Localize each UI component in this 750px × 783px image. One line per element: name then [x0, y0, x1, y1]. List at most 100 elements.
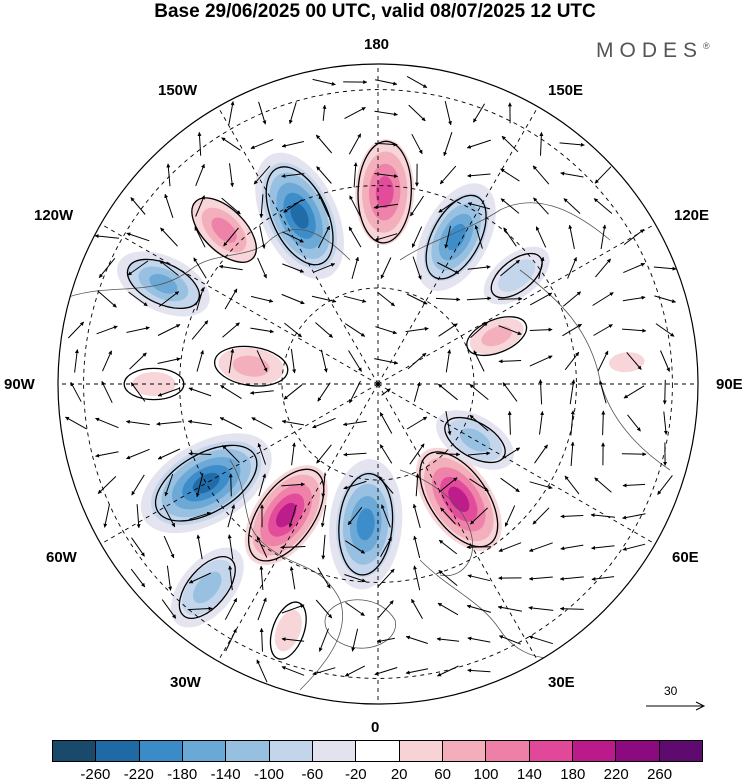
- wind-arrow: [345, 601, 365, 617]
- wind-arrow: [349, 195, 361, 217]
- wind-arrow: [126, 448, 150, 460]
- wind-arrow: [281, 637, 305, 642]
- wind-arrow: [380, 257, 392, 279]
- wind-arrow: [195, 472, 204, 498]
- wind-arrow: [250, 327, 274, 334]
- wind-arrow: [353, 162, 358, 188]
- wind-arrow: [65, 416, 87, 430]
- contour-line: [490, 252, 543, 299]
- wind-arrow: [466, 604, 492, 613]
- colorbar-label: 260: [647, 766, 673, 783]
- wind-arrow: [320, 505, 327, 528]
- wind-arrow: [562, 291, 582, 307]
- wind-arrow: [411, 226, 423, 248]
- wind-arrow: [125, 419, 150, 426]
- wind-arrow: [437, 602, 459, 616]
- wind-arrow: [195, 195, 205, 217]
- wind-arrow: [500, 259, 520, 277]
- wind-arrow: [250, 139, 274, 150]
- colorbar-label: -20: [344, 766, 367, 783]
- wind-arrow: [406, 416, 428, 430]
- wind-arrow: [344, 323, 366, 337]
- wind-arrow: [498, 635, 521, 645]
- anomaly-cell: [182, 188, 266, 272]
- wind-arrow: [499, 447, 521, 461]
- wind-arrow: [467, 636, 491, 643]
- lon-label-60e: 60E: [672, 549, 699, 566]
- wind-arrow: [466, 296, 492, 301]
- colorbar-swatch: [226, 741, 270, 761]
- contour-line: [419, 451, 499, 548]
- wind-arrow: [436, 262, 460, 274]
- contour-line: [154, 444, 258, 522]
- wind-arrow: [498, 325, 522, 335]
- lon-label-180: 180: [364, 36, 390, 53]
- wind-arrow: [159, 260, 179, 276]
- wind-arrow: [259, 225, 266, 249]
- wind-arrow: [409, 195, 425, 217]
- contour-line: [357, 140, 412, 244]
- wind-arrow: [405, 326, 429, 333]
- wind-arrow: [228, 473, 233, 497]
- wind-arrow: [96, 325, 118, 335]
- map-border: [57, 63, 699, 705]
- wind-arrow: [320, 349, 328, 373]
- wind-arrow: [164, 193, 174, 218]
- anomaly-cell: [407, 437, 510, 561]
- wind-arrow: [288, 102, 297, 125]
- wind-arrow: [312, 78, 336, 86]
- wind-arrow: [528, 635, 554, 645]
- wind-arrow: [220, 384, 242, 400]
- colorbar-swatch: [616, 741, 660, 761]
- meridian-line: [209, 383, 379, 676]
- wind-arrow: [405, 635, 428, 644]
- meridian-line: [377, 215, 670, 385]
- wind-arrow: [188, 387, 212, 397]
- colorbar-label: 180: [560, 766, 586, 783]
- wind-arrow: [497, 605, 522, 612]
- wind-arrow: [376, 637, 395, 643]
- wind-arrow: [157, 357, 181, 364]
- wind-arrow: [313, 263, 336, 273]
- wind-arrow: [653, 266, 677, 271]
- contour-line: [178, 556, 236, 619]
- colorbar-swatch: [182, 741, 227, 761]
- colorbar-swatch: [442, 741, 487, 761]
- wind-arrow: [344, 106, 366, 120]
- anomaly-cell: [170, 547, 244, 628]
- wind-arrow: [187, 606, 213, 611]
- lon-label-150w: 150W: [158, 82, 198, 99]
- wind-arrow: [559, 606, 584, 611]
- wind-arrow: [467, 668, 491, 673]
- wind-arrow: [443, 132, 453, 157]
- colorbar-label: 140: [516, 766, 542, 783]
- wind-arrow: [438, 539, 458, 555]
- anomaly-cell: [416, 183, 496, 291]
- anomaly-cell: [595, 344, 659, 380]
- reference-arrow-icon: [646, 701, 706, 711]
- wind-arrow: [623, 385, 645, 399]
- wind-arrow: [128, 291, 148, 307]
- anomaly-cell: [140, 433, 272, 534]
- wind-arrow: [257, 257, 267, 279]
- wind-arrow: [158, 291, 180, 307]
- wind-arrow: [228, 565, 233, 591]
- wind-arrow: [405, 668, 429, 675]
- wind-arrow: [445, 411, 452, 436]
- wind-arrow: [626, 352, 642, 370]
- wind-arrow: [413, 535, 421, 559]
- wind-arrow: [539, 411, 545, 435]
- wind-arrow: [504, 505, 516, 527]
- wind-arrow: [411, 598, 423, 620]
- wind-arrow: [498, 542, 522, 552]
- wind-arrow: [435, 297, 461, 302]
- wind-arrow: [570, 441, 575, 467]
- wind-arrow: [374, 142, 398, 147]
- wind-arrow: [258, 101, 267, 125]
- lon-label-30w: 30W: [170, 674, 201, 691]
- contour-line: [123, 367, 185, 401]
- colorbar-swatch: [96, 741, 140, 761]
- wind-arrow: [412, 256, 422, 280]
- wind-arrow: [374, 173, 398, 179]
